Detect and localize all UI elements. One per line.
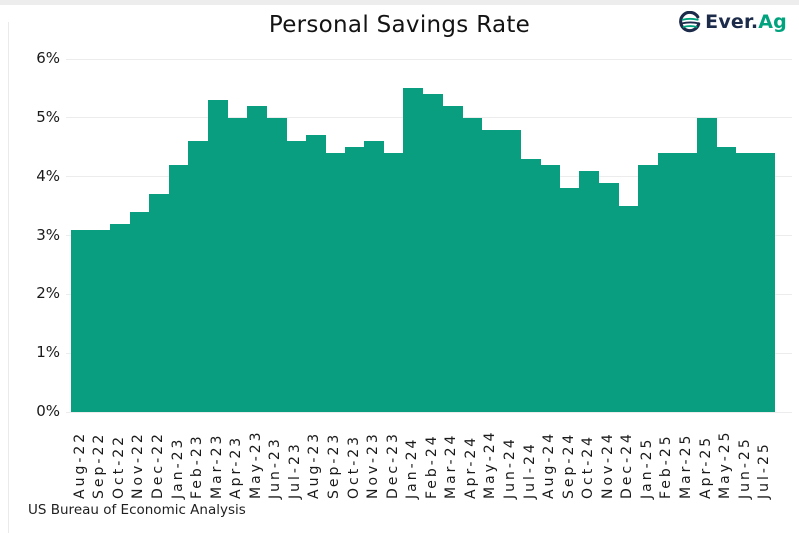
x-axis-tick-label: Jul-23 (286, 441, 303, 499)
y-axis-tick-label: 3% (36, 225, 60, 244)
window-top-edge (0, 0, 799, 5)
brand-text-ag: Ag (758, 11, 787, 33)
x-axis-tick-label: Aug-22 (71, 430, 88, 499)
bar-Jul-24 (520, 159, 541, 412)
bar-Jul-23 (286, 141, 307, 412)
everag-globe-icon (679, 11, 701, 33)
x-axis-tick-label: Jul-24 (521, 441, 538, 499)
gridline-0% (66, 411, 792, 413)
bar-Jun-24 (501, 129, 522, 412)
gridline-6% (66, 58, 792, 60)
bar-Sep-22 (90, 229, 111, 412)
x-axis-tick-label: Jun-25 (736, 436, 753, 499)
x-axis-tick-label: Oct-23 (345, 433, 362, 499)
x-axis-tick-label: Oct-22 (110, 433, 127, 499)
x-axis-tick-label: Jun-24 (502, 436, 518, 499)
x-axis-tick-label: May-23 (247, 429, 264, 499)
x-axis-tick-label: Jan-24 (404, 436, 421, 499)
x-axis-tick-label: Sep-22 (91, 431, 108, 499)
y-axis-tick-label: 2% (36, 284, 60, 303)
bar-Oct-22 (110, 223, 131, 412)
x-axis-tick-label: Feb-23 (189, 433, 206, 499)
bar-May-25 (716, 147, 737, 412)
brand-logo-text: Ever.Ag (705, 11, 787, 33)
page-title: Personal Savings Rate (268, 12, 531, 38)
bar-Nov-24 (599, 182, 619, 412)
x-axis-tick-label: Apr-24 (462, 434, 479, 499)
brand-logo: Ever.Ag (679, 11, 787, 33)
bar-Dec-24 (618, 206, 639, 412)
x-axis-tick-label: Jun-23 (267, 436, 284, 499)
x-axis-tick-label: Sep-23 (326, 431, 342, 499)
x-axis-tick-label: Nov-22 (130, 431, 147, 499)
x-axis-tick-label: Mar-25 (678, 432, 694, 499)
y-axis-tick-label: 1% (36, 343, 60, 362)
bar-Aug-22 (71, 229, 91, 412)
bar-May-23 (247, 106, 267, 412)
y-axis-tick-label: 0% (36, 402, 60, 420)
bar-Mar-23 (207, 100, 228, 412)
x-axis-tick-label: Aug-23 (306, 430, 323, 499)
bar-Apr-25 (696, 117, 717, 412)
x-axis-tick-label: Jan-25 (638, 436, 655, 499)
x-axis-tick-label: Sep-24 (560, 431, 577, 499)
bar-Mar-24 (442, 106, 463, 412)
x-axis-tick-label: May-25 (717, 429, 734, 499)
x-axis-tick-label: Dec-22 (150, 431, 166, 499)
y-axis-tick-label: 6% (36, 49, 60, 67)
bar-Dec-22 (149, 194, 170, 412)
x-axis-tick-label: Feb-25 (658, 433, 675, 499)
x-axis-tick-label: Jul-25 (756, 441, 773, 499)
bar-Dec-23 (383, 153, 404, 412)
x-axis-tick-label: Apr-23 (228, 434, 245, 499)
bar-Feb-23 (188, 141, 209, 412)
bar-Apr-23 (227, 117, 248, 412)
bar-Jan-23 (168, 164, 189, 412)
bar-Nov-23 (364, 141, 385, 412)
bar-Aug-23 (305, 135, 326, 412)
bar-Jan-24 (403, 88, 424, 412)
x-axis-tick-label: May-24 (482, 429, 499, 499)
y-axis-tick-label: 4% (36, 166, 60, 185)
bar-Sep-23 (325, 153, 346, 412)
x-axis-tick-label: Oct-24 (580, 433, 597, 499)
bar-Oct-23 (344, 147, 365, 412)
bar-Jan-25 (638, 164, 659, 412)
bar-Jun-23 (266, 117, 287, 412)
x-axis-tick-label: Aug-24 (541, 430, 558, 499)
x-axis-tick-label: Feb-24 (423, 433, 440, 499)
bar-Sep-24 (559, 188, 580, 412)
x-axis-tick-label: Jan-23 (169, 436, 186, 499)
x-axis-tick-label: Nov-24 (599, 431, 616, 499)
bar-Apr-24 (462, 117, 483, 412)
bar-Feb-24 (423, 94, 443, 412)
bar-Jun-25 (735, 153, 756, 412)
bar-May-24 (481, 129, 502, 412)
x-axis-tick-label: Apr-25 (697, 434, 714, 499)
bar-Nov-22 (129, 211, 150, 412)
bar-Jul-25 (755, 153, 776, 412)
brand-text-ever: Ever. (705, 11, 759, 33)
card-left-border (8, 22, 9, 533)
bar-Feb-25 (657, 153, 678, 412)
y-axis-tick-label: 5% (36, 107, 60, 126)
x-axis-tick-label: Dec-23 (384, 431, 401, 499)
source-note: US Bureau of Economic Analysis (28, 502, 246, 518)
x-axis-tick-label: Nov-23 (365, 431, 382, 499)
bar-Aug-24 (540, 164, 561, 412)
bar-Oct-24 (579, 170, 600, 412)
x-axis-tick-label: Mar-24 (443, 432, 460, 499)
bar-Mar-25 (677, 153, 698, 412)
x-axis-tick-label: Mar-23 (208, 432, 225, 499)
x-axis-tick-label: Dec-24 (619, 431, 636, 499)
